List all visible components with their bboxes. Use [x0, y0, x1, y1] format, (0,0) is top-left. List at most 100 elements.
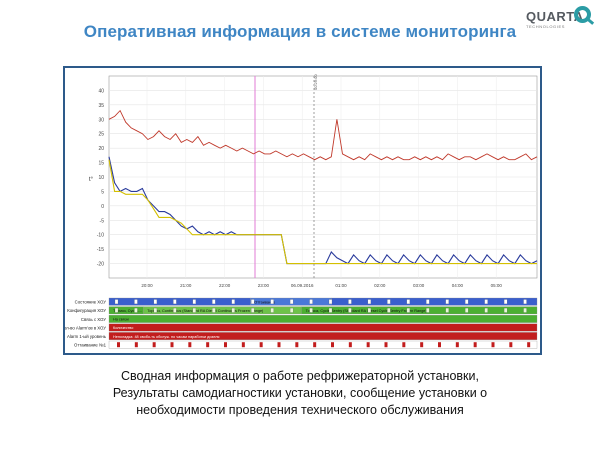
status-segment[interactable]	[301, 306, 538, 315]
status-marker-icon	[387, 308, 391, 313]
status-marker-icon	[153, 308, 158, 313]
status-segment-text: Количество	[113, 326, 133, 330]
defrost-marker	[206, 342, 210, 348]
status-marker-icon	[270, 299, 274, 305]
x-tick-label: 20:00	[141, 283, 153, 288]
defrost-marker	[331, 342, 334, 348]
status-marker-icon	[231, 299, 235, 305]
logo-q-icon	[574, 6, 591, 23]
defrost-marker	[152, 342, 156, 348]
x-tick-label: 23:00	[258, 283, 270, 288]
status-segment-text: Тормоз, Continuous (Standard RA Diesel C…	[147, 309, 264, 313]
quarta-logo: QUARTA TECHNOLOGIES	[524, 6, 594, 34]
defrost-marker	[348, 342, 352, 348]
status-marker-icon	[153, 299, 158, 305]
caption-line: Сводная информация о работе рефрижератор…	[121, 369, 479, 383]
defrost-marker	[259, 342, 263, 348]
defrost-marker	[509, 342, 513, 348]
status-marker-icon	[406, 299, 410, 305]
status-marker-icon	[523, 299, 527, 305]
y-tick-label: -5	[100, 218, 105, 224]
x-tick-label: 04:00	[452, 283, 464, 288]
status-marker-icon	[387, 299, 391, 305]
status-marker-icon	[328, 299, 333, 305]
defrost-marker	[420, 342, 424, 348]
logo-subtitle: TECHNOLOGIES	[526, 24, 565, 29]
status-marker-icon	[251, 299, 255, 305]
y-tick-label: 25	[98, 132, 104, 138]
status-segment[interactable]	[108, 332, 538, 340]
status-marker-icon	[503, 308, 508, 313]
status-segment[interactable]	[108, 297, 251, 306]
defrost-marker	[277, 342, 281, 348]
status-marker-icon	[114, 308, 119, 313]
status-marker-icon	[348, 308, 352, 313]
defrost-marker	[455, 342, 459, 348]
y-tick-label: 35	[98, 103, 104, 109]
defrost-marker	[313, 342, 317, 348]
status-row-label: Конфигурация ХОУ	[67, 308, 106, 313]
status-row-label: Alarm 1-ый уровень	[67, 334, 107, 339]
x-tick-label: 22:00	[219, 283, 231, 288]
defrost-marker	[473, 342, 477, 348]
status-row-label: Кол-во Alarm'ов в ХОУ	[65, 325, 106, 330]
status-marker-icon	[445, 299, 449, 305]
defrost-marker	[384, 342, 388, 348]
status-marker-icon	[173, 308, 177, 313]
status-segment[interactable]	[108, 323, 538, 332]
x-tick-label: 05:00	[491, 283, 503, 288]
status-marker-icon	[134, 299, 138, 305]
status-marker-icon	[231, 308, 235, 313]
defrost-marker	[117, 342, 120, 348]
status-marker-icon	[270, 308, 274, 313]
status-segment-text: На связи	[113, 318, 129, 322]
status-marker-icon	[173, 299, 177, 305]
status-segment-text: Оттаивание	[254, 300, 275, 304]
y-axis-label: t°	[89, 177, 94, 183]
status-marker-icon	[328, 308, 333, 313]
y-tick-label: -10	[97, 233, 104, 239]
status-marker-icon	[348, 299, 352, 305]
status-marker-icon	[523, 308, 527, 313]
x-tick-label: 03:00	[413, 283, 425, 288]
event-marker-label: 00:29:00	[313, 74, 318, 90]
defrost-marker	[134, 342, 138, 348]
series-line-2	[108, 159, 537, 265]
defrost-marker	[224, 342, 227, 348]
status-marker-icon	[367, 299, 372, 305]
y-tick-label: 30	[98, 117, 104, 123]
status-marker-icon	[134, 308, 138, 313]
defrost-marker	[170, 342, 174, 348]
status-marker-icon	[367, 308, 372, 313]
status-marker-icon	[426, 299, 430, 305]
status-marker-icon	[465, 299, 469, 305]
caption-line: необходимости проведения технического об…	[136, 403, 464, 417]
defrost-marker	[188, 342, 192, 348]
temperature-chart: 40 35 30 25 20 15 10 5 0 -5 -10 -15 -20 20:00 21:00 22:…	[65, 74, 538, 349]
defrost-marker	[366, 342, 370, 348]
status-segment[interactable]	[108, 315, 538, 323]
status-row-label: Связь с ХОУ	[81, 317, 106, 322]
status-marker-icon	[289, 308, 294, 313]
defrost-marker	[438, 342, 441, 348]
status-marker-icon	[212, 308, 216, 313]
x-tick-label: 21:00	[180, 283, 192, 288]
y-tick-label: -20	[97, 262, 104, 268]
y-tick-label: 15	[98, 161, 104, 167]
y-tick-label: 5	[101, 189, 104, 195]
y-tick-label: 40	[98, 88, 104, 94]
status-marker-icon	[251, 308, 255, 313]
status-row-label: Оттаивание №1	[74, 343, 107, 348]
defrost-marker	[491, 342, 495, 348]
status-marker-icon	[503, 299, 508, 305]
status-marker-icon	[192, 308, 196, 313]
status-marker-icon	[212, 299, 216, 305]
status-marker-icon	[465, 308, 469, 313]
defrost-marker	[241, 342, 245, 348]
status-marker-icon	[484, 299, 488, 305]
y-tick-label: 10	[98, 175, 104, 181]
slide-title: Оперативная информация в системе монитор…	[83, 22, 517, 41]
status-marker-icon	[192, 299, 196, 305]
status-segment[interactable]	[108, 340, 538, 349]
status-marker-icon	[406, 308, 410, 313]
